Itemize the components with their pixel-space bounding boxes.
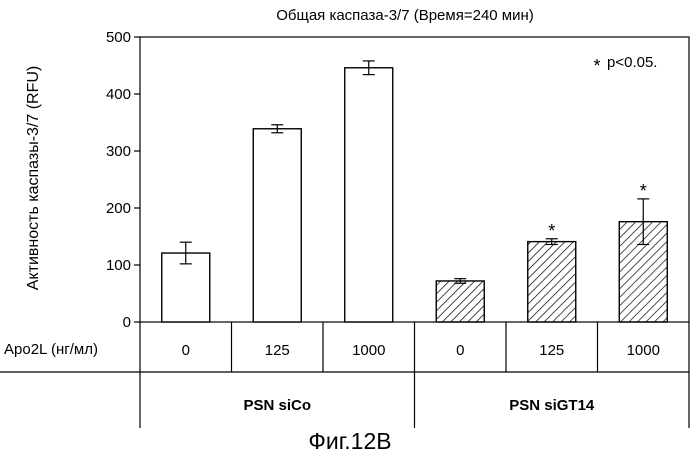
- bar: [345, 68, 393, 322]
- y-axis: 0 100 200 300 400 500: [106, 29, 140, 331]
- group-label: PSN siCo: [243, 397, 311, 414]
- y-tick-label: 100: [106, 257, 131, 274]
- y-tick-label: 400: [106, 86, 131, 103]
- significance-legend-marker: *: [593, 56, 600, 76]
- category-label: 125: [265, 342, 290, 359]
- y-tick-label: 200: [106, 200, 131, 217]
- chart-title: Общая каспаза-3/7 (Время=240 мин): [276, 7, 534, 24]
- category-label: 125: [539, 342, 564, 359]
- figure-caption: Фиг.12В: [0, 428, 700, 455]
- significance-marker: *: [640, 181, 647, 201]
- bar: [436, 281, 484, 322]
- bar: [528, 242, 576, 322]
- plot-frame: [140, 37, 689, 322]
- category-label: 0: [182, 342, 190, 359]
- bar: [253, 129, 301, 322]
- bar-chart: Общая каспаза-3/7 (Время=240 мин) Активн…: [0, 0, 700, 428]
- category-label: 1000: [352, 342, 385, 359]
- y-tick-label: 500: [106, 29, 131, 46]
- significance-legend-text: p<0.05.: [607, 54, 657, 71]
- significance-marker: *: [548, 221, 555, 241]
- category-label: 0: [456, 342, 464, 359]
- y-tick-label: 300: [106, 143, 131, 160]
- group-label: PSN siGT14: [509, 397, 595, 414]
- category-table: 0 125 1000 0 125 1000 PSN siCo PSN siGT14: [0, 322, 689, 428]
- x-axis-label: Apo2L (нг/мл): [4, 341, 98, 358]
- bars: **: [162, 61, 668, 322]
- y-axis-label: Активность каспазы-3/7 (RFU): [25, 66, 42, 290]
- y-tick-label: 0: [123, 314, 131, 331]
- category-label: 1000: [627, 342, 660, 359]
